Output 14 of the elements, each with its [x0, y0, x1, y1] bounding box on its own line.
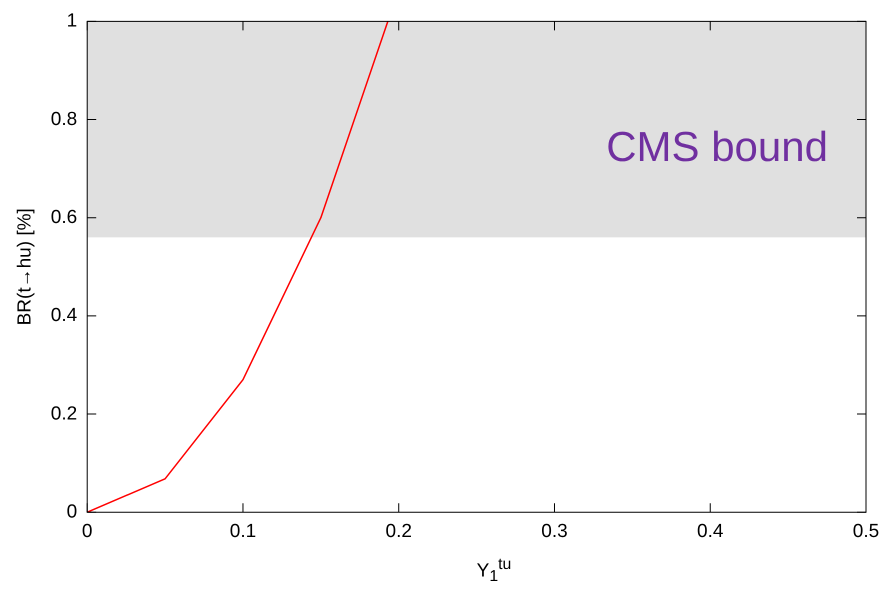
y-tick-label: 0.6	[50, 206, 78, 228]
x-tick-label: 0.1	[230, 520, 256, 542]
y-tick-label: 0.2	[50, 403, 78, 424]
band-label: CMS bound	[606, 122, 828, 170]
x-tick-label: 0.2	[386, 520, 412, 542]
x-tick-label: 0.3	[541, 520, 568, 542]
y-axis-title: BR(t→hu) [%]	[14, 208, 36, 326]
y-tick-label: 0.4	[50, 305, 78, 326]
y-tick-label: 0.8	[50, 108, 78, 130]
y-tick-label: 1	[66, 10, 78, 32]
x-tick-label: 0	[82, 520, 92, 542]
x-tick-label: 0.5	[852, 520, 880, 542]
x-tick-label: 0.4	[697, 520, 724, 542]
y-tick-label: 0	[66, 501, 78, 522]
